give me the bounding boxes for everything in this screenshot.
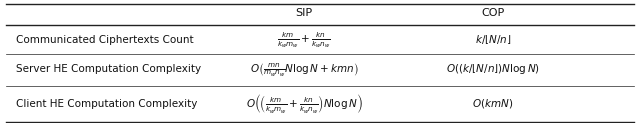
Text: $O\left(\frac{mn}{m_w n_w} N \log N + kmn\right)$: $O\left(\frac{mn}{m_w n_w} N \log N + km… — [250, 61, 358, 78]
Text: $k/\lfloor N/n \rfloor$: $k/\lfloor N/n \rfloor$ — [474, 33, 511, 46]
Text: Client HE Computation Complexity: Client HE Computation Complexity — [16, 99, 197, 109]
Text: Communicated Ciphertexts Count: Communicated Ciphertexts Count — [16, 35, 194, 45]
Text: $\frac{km}{k_w m_w} + \frac{kn}{k_w n_w}$: $\frac{km}{k_w m_w} + \frac{kn}{k_w n_w}… — [277, 30, 331, 50]
Text: $O(kmN)$: $O(kmN)$ — [472, 97, 513, 110]
Text: $O\left((k/\lfloor N/n \rfloor) N \log N\right)$: $O\left((k/\lfloor N/n \rfloor) N \log N… — [446, 62, 540, 77]
Text: COP: COP — [481, 8, 504, 18]
Text: $O\left(\left(\frac{km}{k_w m_w} + \frac{kn}{k_w n_w}\right) N \log N\right)$: $O\left(\left(\frac{km}{k_w m_w} + \frac… — [246, 92, 362, 115]
Text: Server HE Computation Complexity: Server HE Computation Complexity — [16, 64, 201, 75]
Text: SIP: SIP — [296, 8, 312, 18]
